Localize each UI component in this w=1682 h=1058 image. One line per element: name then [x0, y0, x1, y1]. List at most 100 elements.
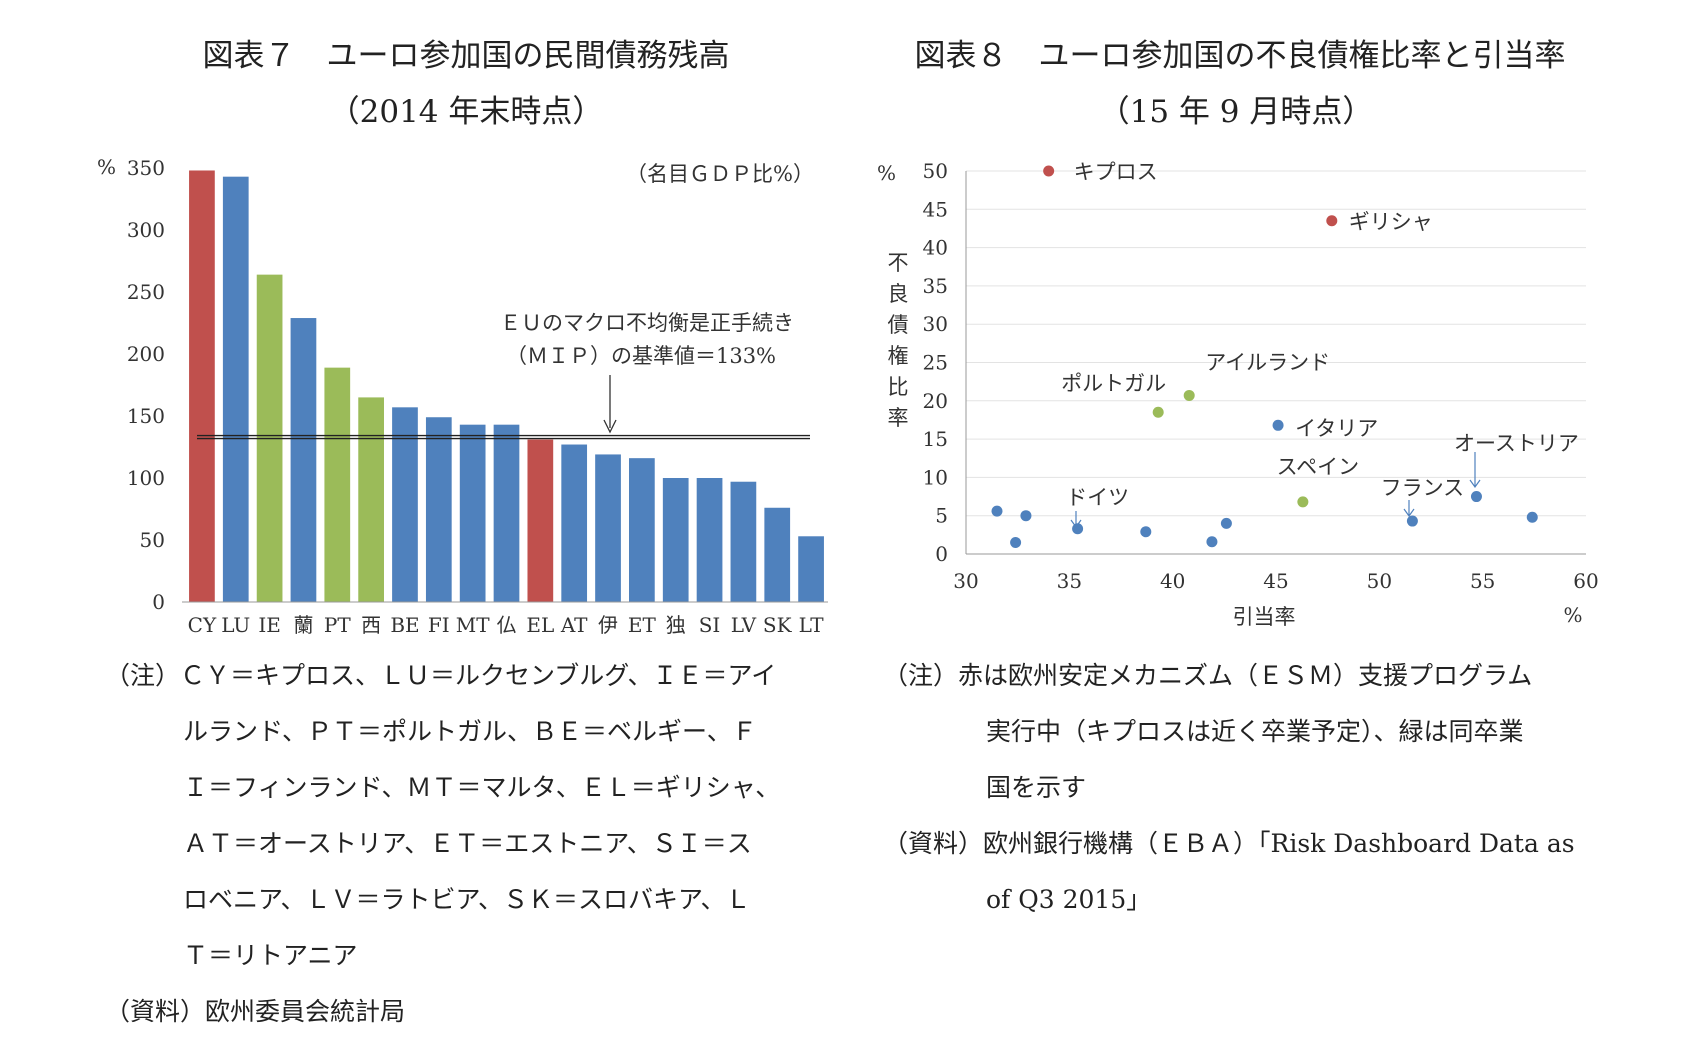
right-y-tick-label: 15	[923, 427, 948, 451]
bar-EL	[527, 439, 554, 602]
left-x-tick-label: EL	[526, 613, 554, 637]
left-y-tick-label: 300	[127, 218, 165, 242]
left-note-line: ルランド、ＰＴ＝ポルトガル、ＢＥ＝ベルギー、Ｆ	[183, 717, 757, 746]
left-x-tick-label: AT	[560, 613, 588, 637]
right-x-tick-label: 50	[1367, 569, 1392, 593]
left-y-tick-label: 0	[152, 590, 165, 614]
bar-西	[358, 397, 384, 602]
left-x-tick-label: 伊	[598, 613, 618, 637]
left-note-line: ＡＴ＝オーストリア、ＥＴ＝エストニア、ＳＩ＝ス	[183, 829, 752, 858]
left-note-line: Ｔ＝リトアニア	[183, 941, 358, 970]
right-y-tick-label: 0	[935, 542, 948, 566]
right-x-unit: %	[1563, 603, 1582, 627]
right-x-tick-label: 35	[1057, 569, 1082, 593]
left-y-tick-label: 50	[140, 528, 165, 552]
left-y-tick-label: 250	[127, 280, 165, 304]
osutoria-arrow	[1469, 452, 1481, 489]
bar-CY	[189, 170, 215, 603]
right-y-tick-label: 10	[923, 465, 948, 489]
scatter-point	[1206, 536, 1218, 548]
point-label: フランス	[1381, 476, 1465, 500]
right-gridlines	[965, 170, 1586, 555]
furansu-arrow	[1403, 500, 1415, 518]
right-y-tick-label: 5	[935, 504, 948, 528]
bar-PT	[324, 367, 351, 602]
bar-独	[662, 478, 689, 602]
point-label: アイルランド	[1205, 350, 1330, 374]
mip-annotation-line2: （ＭＩＰ）の基準値＝133%	[506, 344, 776, 368]
right-y-tick-label: 25	[923, 351, 948, 375]
left-title-line1: 図表７ ユーロ参加国の民間債務残高	[203, 38, 730, 74]
left-y-tick-label: 100	[127, 466, 165, 490]
left-note-line: （注）ＣＹ＝キプロス、ＬＵ＝ルクセンブルグ、ＩＥ＝アイ	[105, 661, 777, 690]
left-x-tick-label: LT	[799, 613, 825, 637]
left-x-tick-label: IE	[258, 613, 281, 637]
right-source-line: （資料）欧州銀行機構（ＥＢＡ）「Risk Dashboard Data as	[883, 829, 1575, 858]
bar-FI	[425, 417, 452, 602]
bar-ET	[629, 458, 655, 602]
left-x-tick-label: 蘭	[293, 613, 313, 637]
left-x-tick-label: BE	[390, 613, 419, 637]
right-y-label-char: 債	[888, 313, 909, 337]
right-y-tick-label: 45	[923, 197, 948, 221]
point-label: ポルトガル	[1061, 371, 1166, 395]
left-x-tick-label: FI	[428, 613, 450, 637]
bar-伊	[595, 454, 621, 602]
doitsu-arrow	[1070, 511, 1082, 529]
scatter-point-スペイン	[1297, 496, 1309, 508]
left-x-tick-label: PT	[324, 613, 351, 637]
left-notes: （注）ＣＹ＝キプロス、ＬＵ＝ルクセンブルグ、ＩＥ＝アイ ルランド、ＰＴ＝ポルトガ…	[105, 648, 845, 1040]
left-note-line: Ｉ＝フィンランド、ＭＴ＝マルタ、ＥＬ＝ギリシャ、	[183, 773, 781, 802]
left-note-line: ロベニア、ＬＶ＝ラトビア、ＳＫ＝スロバキア、Ｌ	[183, 885, 751, 914]
right-y-unit: %	[877, 161, 896, 185]
bar-AT	[561, 444, 588, 602]
point-label: イタリア	[1295, 416, 1378, 440]
scatter-point	[1526, 511, 1538, 523]
left-y-tick-label: 200	[127, 342, 165, 366]
bar-LU	[222, 176, 249, 602]
scatter-point	[991, 505, 1003, 517]
scatter-point-フランス	[1406, 515, 1418, 527]
left-x-axis: CY LU IE 蘭 PT 西 BE FI MT 仏 EL AT 伊 ET 独 SI LV SK LT	[188, 613, 825, 637]
right-y-tick-label: 20	[923, 389, 948, 413]
left-title-line2: （2014 年末時点）	[329, 94, 604, 130]
left-x-tick-label: 独	[666, 613, 686, 637]
point-label: オーストリア	[1454, 432, 1579, 456]
bar-SI	[696, 478, 723, 602]
right-y-label-char: 良	[888, 282, 909, 306]
left-y-tick-label: 150	[127, 404, 165, 428]
bar-LT	[798, 536, 824, 602]
right-x-label: 引当率	[1233, 605, 1296, 629]
point-label: ギリシャ	[1349, 210, 1433, 234]
bar-BE	[392, 407, 418, 602]
scatter-point-アイルランド	[1183, 389, 1195, 401]
right-y-axis-label: 不良債権比率	[888, 251, 909, 430]
left-x-tick-label: 西	[361, 613, 381, 637]
bar-蘭	[290, 318, 317, 602]
right-note-line: 国を示す	[986, 773, 1087, 802]
scatter-point-キプロス	[1043, 165, 1055, 177]
right-note-line: 実行中（キプロスは近く卒業予定）、緑は同卒業	[986, 717, 1524, 746]
scatter-point-オーストリア	[1470, 491, 1482, 503]
right-x-tick-label: 45	[1263, 569, 1288, 593]
right-x-axis: 30 35 40 45 50 55 60	[953, 569, 1598, 593]
scatter-point	[1140, 526, 1152, 538]
right-x-tick-label: 30	[953, 569, 978, 593]
right-y-tick-label: 50	[923, 159, 948, 183]
scatter-point-イタリア	[1272, 419, 1284, 431]
bar-仏	[493, 424, 520, 602]
bar-SK	[764, 507, 791, 602]
scatter-point	[1020, 510, 1032, 522]
right-y-label-char: 権	[888, 344, 909, 368]
scatter-point-ポルトガル	[1152, 406, 1164, 418]
left-x-tick-label: LV	[731, 613, 757, 637]
right-y-label-char: 不	[888, 251, 909, 275]
right-x-tick-label: 55	[1470, 569, 1495, 593]
right-y-tick-label: 30	[923, 312, 948, 336]
left-y-unit: %	[97, 155, 116, 179]
left-x-tick-label: SK	[763, 613, 793, 637]
left-x-tick-label: CY	[188, 613, 217, 637]
label-leader-arrows	[1070, 452, 1481, 529]
